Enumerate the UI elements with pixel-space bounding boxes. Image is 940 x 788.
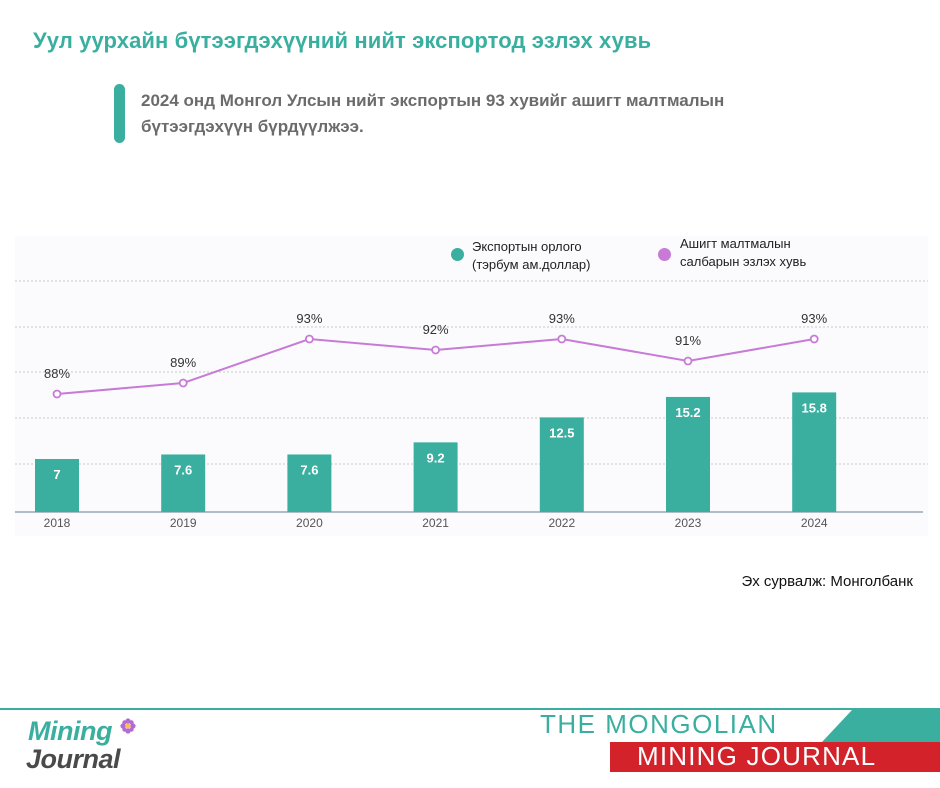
legend-line-label-line-2: салбарын эзлэх хувь [680, 254, 807, 269]
bar-2022 [539, 417, 584, 512]
line-value-label-2020: 93% [296, 311, 322, 326]
legend-bar-marker [451, 248, 464, 261]
x-tick-label-2021: 2021 [422, 516, 449, 530]
line-point-2024 [809, 334, 819, 344]
subtitle: 2024 онд Монгол Улсын нийт экспортын 93 … [141, 88, 861, 140]
bar-value-label-2019: 7.6 [174, 462, 192, 477]
source-note: Эх сурвалж: Монголбанк [741, 573, 913, 590]
legend-bar-label-line-1: Экспортын орлого [472, 239, 582, 254]
bar-2021 [413, 442, 458, 512]
logo-text-bottom: Journal [26, 744, 121, 774]
brand-accent-shape [822, 710, 940, 742]
legend-line-marker [658, 248, 671, 261]
x-tick-label-2019: 2019 [170, 516, 197, 530]
chart-area: 7 2018 7.6 2019 7.6 2020 9.2 2021 12.5 2022 15.2 20… [15, 236, 928, 536]
line-value-label-2024: 93% [801, 311, 827, 326]
subtitle-line-2: бүтээгдэхүүн бүрдүүлжээ. [141, 117, 364, 136]
quote-accent-bar [114, 84, 125, 143]
line-value-label-2021: 92% [423, 322, 449, 337]
x-tick-label-2024: 2024 [801, 516, 828, 530]
line-value-label-2022: 93% [549, 311, 575, 326]
brand-title-bottom: MINING JOURNAL [637, 741, 877, 771]
page-title: Уул уурхайн бүтээгдэхүүний нийт экспорто… [33, 28, 652, 53]
legend-bar-label: Экспортын орлого (тэрбум ам.доллар) [472, 238, 590, 274]
line-point-2020 [304, 334, 314, 344]
legend-line-label-line-1: Ашигт малтмалын [680, 236, 791, 251]
subtitle-line-1: 2024 онд Монгол Улсын нийт экспортын 93 … [141, 91, 725, 110]
legend-bar-label-line-2: (тэрбум ам.доллар) [472, 257, 591, 272]
line-point-2022 [557, 334, 567, 344]
x-tick-label-2023: 2023 [675, 516, 702, 530]
bar-2019 [161, 454, 206, 512]
footer-divider [0, 708, 940, 710]
bar-value-label-2023: 15.2 [675, 405, 700, 420]
brand-title-top: THE MONGOLIAN [540, 709, 778, 739]
line-point-2021 [431, 345, 441, 355]
line-value-label-2018: 88% [44, 366, 70, 381]
line-point-2023 [683, 356, 693, 366]
bar-value-label-2020: 7.6 [300, 462, 318, 477]
bar-2023 [666, 396, 710, 512]
logo-text-top: Mining [28, 716, 112, 746]
bar-value-label-2021: 9.2 [427, 450, 445, 465]
flower-icon [120, 718, 136, 734]
bar-value-label-2018: 7 [53, 467, 60, 482]
bar-value-label-2024: 15.8 [802, 400, 827, 415]
x-tick-label-2022: 2022 [548, 516, 575, 530]
line-value-label-2019: 89% [170, 355, 196, 370]
legend-line-label: Ашигт малтмалын салбарын эзлэх хувь [680, 235, 806, 271]
brand-red-band [610, 742, 940, 772]
bar-2024 [792, 392, 837, 512]
bar-value-label-2022: 12.5 [549, 425, 574, 440]
bar-2018 [35, 459, 79, 512]
x-tick-label-2018: 2018 [44, 516, 71, 530]
bar-2020 [287, 454, 332, 512]
x-tick-label-2020: 2020 [296, 516, 323, 530]
line-value-label-2023: 91% [675, 333, 701, 348]
line-point-2019 [178, 378, 188, 388]
combo-chart: 7 2018 7.6 2019 7.6 2020 9.2 2021 12.5 2022 15.2 20… [15, 280, 928, 530]
line-point-2018 [52, 389, 62, 399]
mining-journal-logo: Mining Journal [22, 714, 152, 780]
